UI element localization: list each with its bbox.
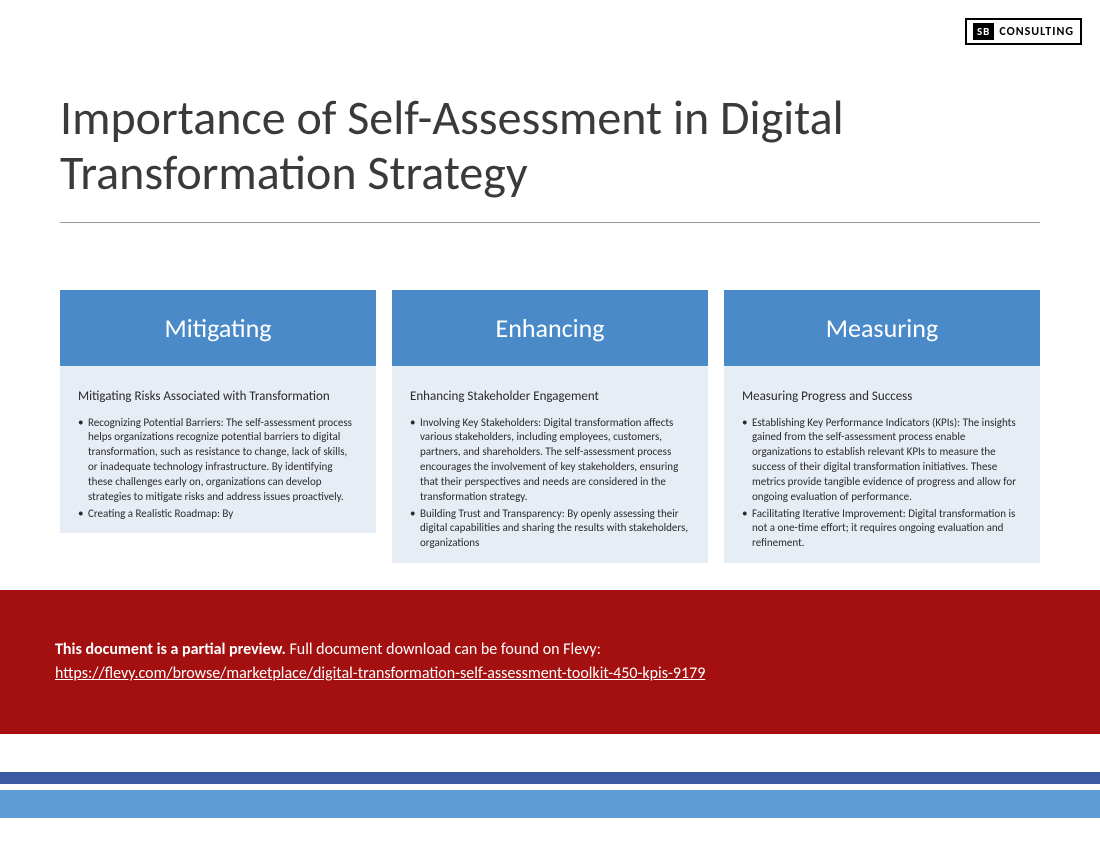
column-body: Enhancing Stakeholder Engagement Involvi…	[392, 366, 708, 563]
column-mitigating: Mitigating Mitigating Risks Associated w…	[60, 290, 376, 563]
bullet-item: Facilitating Iterative Improvement: Digi…	[742, 507, 1022, 552]
brand-logo-text: CONSULTING	[999, 25, 1074, 39]
columns-container: Mitigating Mitigating Risks Associated w…	[60, 290, 1040, 563]
column-header: Measuring	[724, 290, 1040, 366]
bullet-item: Recognizing Potential Barriers: The self…	[78, 416, 358, 505]
preview-rest: Full document download can be found on F…	[286, 640, 601, 659]
column-bullets: Involving Key Stakeholders: Digital tran…	[410, 416, 690, 552]
brand-logo-badge: SB	[973, 23, 994, 40]
column-body: Measuring Progress and Success Establish…	[724, 366, 1040, 563]
title-divider	[60, 222, 1040, 223]
column-bullets: Recognizing Potential Barriers: The self…	[78, 416, 358, 522]
preview-link[interactable]: https://flevy.com/browse/marketplace/dig…	[55, 664, 705, 683]
column-enhancing: Enhancing Enhancing Stakeholder Engageme…	[392, 290, 708, 563]
preview-banner: This document is a partial preview. Full…	[0, 590, 1100, 734]
page-title: Importance of Self-Assessment in Digital…	[60, 90, 1040, 200]
bullet-item: Establishing Key Performance Indicators …	[742, 416, 1022, 505]
column-subtitle: Mitigating Risks Associated with Transfo…	[78, 388, 358, 406]
bullet-item: Building Trust and Transparency: By open…	[410, 507, 690, 552]
footer-accent-bar-1	[0, 772, 1100, 784]
column-header: Mitigating	[60, 290, 376, 366]
preview-lead: This document is a partial preview.	[55, 640, 286, 659]
column-header: Enhancing	[392, 290, 708, 366]
preview-banner-text: This document is a partial preview. Full…	[55, 638, 1045, 662]
bullet-item: Involving Key Stakeholders: Digital tran…	[410, 416, 690, 505]
footer-accent-bar-2	[0, 790, 1100, 818]
column-body: Mitigating Risks Associated with Transfo…	[60, 366, 376, 533]
bullet-item: Creating a Realistic Roadmap: By	[78, 507, 358, 522]
brand-logo: SB CONSULTING	[965, 18, 1082, 45]
column-measuring: Measuring Measuring Progress and Success…	[724, 290, 1040, 563]
column-subtitle: Measuring Progress and Success	[742, 388, 1022, 406]
column-subtitle: Enhancing Stakeholder Engagement	[410, 388, 690, 406]
column-bullets: Establishing Key Performance Indicators …	[742, 416, 1022, 552]
